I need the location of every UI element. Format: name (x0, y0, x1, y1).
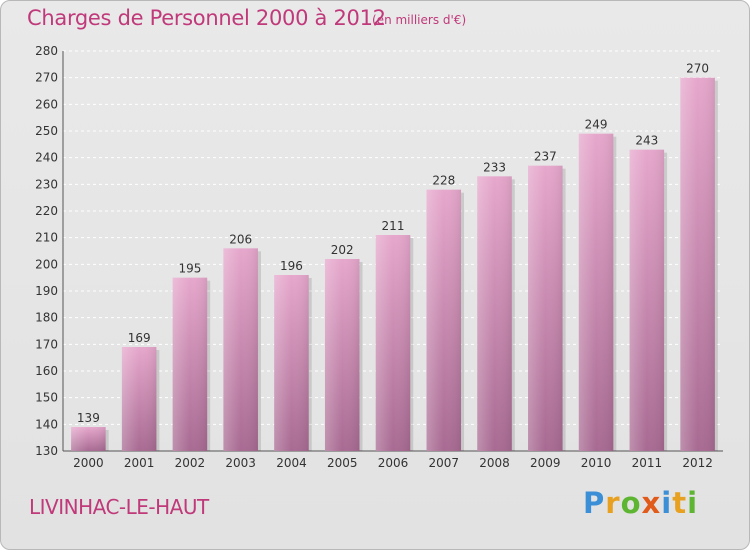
bar-highlight (680, 77, 715, 452)
chart-subtitle: (en milliers d'€) (372, 13, 467, 27)
y-tick-label: 220 (35, 204, 58, 218)
y-tick-label: 170 (35, 337, 58, 351)
x-tick-label: 2004 (276, 456, 307, 470)
y-tick-label: 210 (35, 231, 58, 245)
bar-highlight (274, 275, 309, 451)
data-label: 196 (280, 259, 303, 273)
bar-highlight (528, 165, 563, 451)
x-tick-label: 2001 (124, 456, 155, 470)
bar-highlight (223, 248, 258, 451)
y-tick-label: 150 (35, 391, 58, 405)
bar-highlight (578, 133, 614, 451)
x-tick-label: 2009 (530, 456, 561, 470)
y-tick-label: 230 (35, 177, 58, 191)
bar-highlight (375, 235, 411, 451)
x-tick-label: 2012 (682, 456, 713, 470)
data-label: 169 (128, 331, 151, 345)
data-label: 139 (77, 411, 100, 425)
data-label: 195 (178, 262, 201, 276)
data-label: 243 (635, 134, 658, 148)
logo-letter: x (641, 486, 662, 520)
data-label: 270 (686, 62, 709, 76)
data-label: 206 (229, 232, 252, 246)
bar-highlight (121, 347, 157, 451)
x-tick-label: 2006 (378, 456, 409, 470)
bar-highlight (172, 277, 208, 451)
bar-highlight (71, 427, 106, 451)
logo-letter: i (687, 486, 699, 520)
chart-title: Charges de Personnel 2000 à 2012 (27, 6, 386, 30)
y-tick-label: 180 (35, 311, 58, 325)
y-tick-label: 260 (35, 97, 58, 111)
x-tick-label: 2010 (581, 456, 612, 470)
data-label: 202 (331, 243, 354, 257)
bars (71, 77, 718, 452)
data-label: 249 (585, 118, 608, 132)
data-label: 237 (534, 150, 557, 164)
logo-letter: r (605, 486, 621, 520)
x-tick-label: 2003 (225, 456, 256, 470)
x-tick-label: 2002 (175, 456, 206, 470)
place-name: LIVINHAC-LE-HAUT (29, 495, 209, 519)
y-tick-label: 270 (35, 71, 58, 85)
bar-highlight (629, 149, 665, 451)
y-tick-label: 190 (35, 284, 58, 298)
y-tick-label: 250 (35, 124, 58, 138)
y-tick-label: 240 (35, 151, 58, 165)
labels: 130 140 150 160 170 180 190 200 210 220 230 240 250 2… (35, 44, 713, 470)
y-tick-label: 130 (35, 444, 58, 458)
data-label: 211 (382, 219, 405, 233)
x-tick-label: 2000 (73, 456, 104, 470)
x-tick-label: 2011 (632, 456, 663, 470)
bar-highlight (324, 259, 360, 451)
data-label: 233 (483, 160, 506, 174)
logo-letter: t (672, 486, 688, 520)
proxiti-logo[interactable]: Proxiti (583, 486, 698, 520)
x-tick-label: 2007 (428, 456, 459, 470)
bar-highlight (477, 176, 512, 452)
logo-letter: P (583, 486, 606, 520)
y-tick-label: 280 (35, 44, 58, 58)
y-tick-label: 160 (35, 364, 58, 378)
logo-letter: i (661, 486, 673, 520)
y-tick-label: 140 (35, 417, 58, 431)
data-label: 228 (432, 174, 455, 188)
logo-letter: o (620, 486, 642, 520)
x-tick-label: 2005 (327, 456, 358, 470)
bar-highlight (426, 189, 462, 451)
y-tick-label: 200 (35, 257, 58, 271)
x-tick-label: 2008 (479, 456, 510, 470)
